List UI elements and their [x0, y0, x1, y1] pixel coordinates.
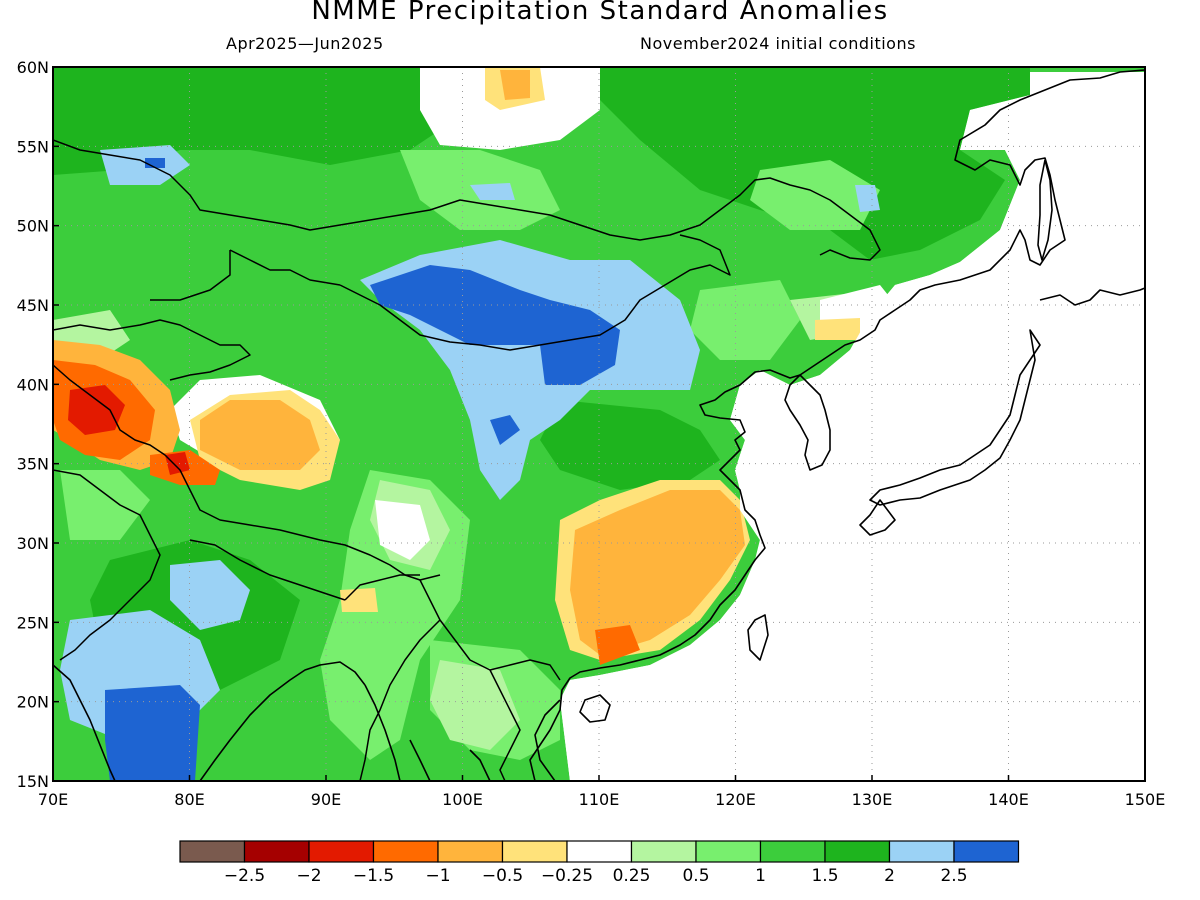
lat-tick-label: 50N: [17, 217, 49, 236]
chart-title: NMME Precipitation Standard Anomalies: [311, 0, 889, 26]
anomaly-dark-orange: [53, 360, 640, 665]
lat-tick-label: 15N: [17, 772, 49, 791]
lon-tick-label: 110E: [579, 790, 620, 809]
lon-tick-label: 140E: [988, 790, 1029, 809]
legend-label: 2.5: [940, 866, 967, 886]
longitude-labels: 70E 80E 90E 100E 110E 120E 130E 140E 150E: [38, 790, 1166, 809]
gridlines: [53, 67, 1145, 781]
legend-swatch: [566, 840, 633, 863]
latitude-labels: 15N 20N 25N 30N 35N 40N 45N 50N 55N 60N: [17, 58, 49, 791]
lon-tick-label: 70E: [38, 790, 68, 809]
legend-label: −2.5: [224, 866, 265, 886]
lat-tick-label: 45N: [17, 296, 49, 315]
legend-swatch: [695, 840, 762, 863]
legend-swatch: [759, 840, 826, 863]
legend-swatch: [372, 840, 439, 863]
borders: [53, 139, 881, 781]
lat-tick-label: 60N: [17, 58, 49, 77]
anomaly-light-green: [60, 150, 880, 760]
legend-swatch: [179, 840, 246, 863]
legend-swatch: [501, 840, 568, 863]
legend-swatch: [437, 840, 504, 863]
anomaly-dark-blue: [105, 158, 620, 781]
lat-tick-label: 55N: [17, 137, 49, 156]
lat-tick-label: 25N: [17, 613, 49, 632]
legend-label: 0.5: [682, 866, 709, 886]
coastlines: [53, 69, 1145, 781]
lat-tick-label: 20N: [17, 693, 49, 712]
legend-swatch: [824, 840, 891, 863]
lat-tick-label: 40N: [17, 375, 49, 394]
legend-swatch: [630, 840, 697, 863]
anomaly-light-blue: [60, 145, 880, 740]
legend-label: −2: [296, 866, 321, 886]
lon-tick-label: 80E: [174, 790, 204, 809]
legend-label: −1: [425, 866, 450, 886]
forecast-period: Apr2025—Jun2025: [226, 34, 384, 53]
legend-label: 1.5: [811, 866, 838, 886]
legend-swatch: [888, 840, 955, 863]
initial-conditions: November2024 initial conditions: [640, 34, 916, 53]
legend-swatch: [953, 840, 1020, 863]
lat-tick-label: 35N: [17, 455, 49, 474]
map-body: [53, 67, 1145, 781]
lon-tick-label: 130E: [852, 790, 893, 809]
legend-label: 0.25: [613, 866, 651, 886]
lon-tick-label: 120E: [715, 790, 756, 809]
lon-tick-label: 100E: [442, 790, 483, 809]
legend-label: −0.25: [541, 866, 593, 886]
legend-label: 2: [884, 866, 895, 886]
ocean-mask: [560, 72, 1145, 781]
lat-tick-label: 30N: [17, 534, 49, 553]
anomaly-red: [68, 385, 190, 475]
legend-swatch: [243, 840, 310, 863]
legend-label: 1: [755, 866, 766, 886]
legend-label: −0.5: [482, 866, 523, 886]
lon-tick-label: 90E: [311, 790, 341, 809]
legend-label: −1.5: [353, 866, 394, 886]
legend-swatch: [308, 840, 375, 863]
anomaly-orange: [53, 70, 745, 655]
lon-tick-label: 150E: [1125, 790, 1166, 809]
axis-ticks: [52, 66, 1146, 782]
color-legend: −2.5 −2 −1.5 −1 −0.5 −0.25 0.25 0.5 1 1.5 2 2.5: [179, 840, 1020, 886]
